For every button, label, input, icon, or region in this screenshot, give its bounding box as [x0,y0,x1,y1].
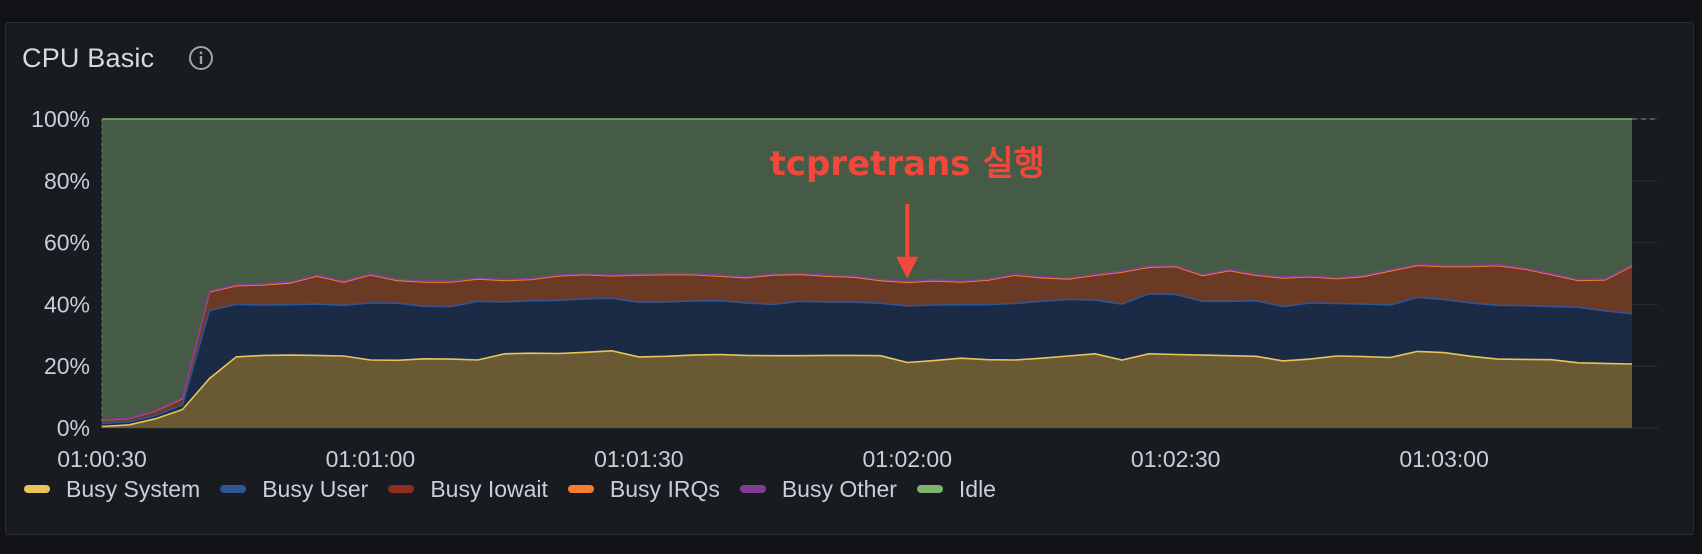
legend-label: Busy System [66,475,201,502]
series-area-busy-iowait [102,265,1632,424]
legend-swatch [916,485,943,493]
chart-legend: Busy System Busy User Busy Iowait Busy IRQs… [24,474,1016,504]
series-area-busy-system [102,350,1632,428]
y-tick-label: 20% [44,353,90,379]
legend-item-idle[interactable]: Idle [916,475,996,503]
y-tick-label: 80% [44,168,90,194]
series-line-busy-user [101,293,1633,425]
legend-swatch [388,485,415,493]
legend-swatch [24,485,50,493]
legend-item-busy-other[interactable]: Busy Other [739,475,897,503]
chart-axes: 0% 20% 40% 60% 80% 100% 01:00:30 01:01:00 01:01:… [31,106,1489,472]
panel-title: CPU Basic [22,42,155,73]
series-line-busy-irqs [101,264,1633,421]
y-tick-label: 100% [31,106,90,132]
legend-label: Busy User [262,475,369,502]
panel-header: CPU Basic [22,41,214,75]
x-tick-label: 01:01:30 [594,446,684,472]
series-line-busy-other [101,263,1633,421]
annotation-label: tcpretrans 실행 [770,144,1045,184]
legend-label: Idle [958,475,996,502]
legend-swatch [567,485,594,493]
legend-label: Busy Other [781,475,897,502]
series-area-busy-user [102,293,1632,427]
chart-annotations: tcpretrans 실행 [770,144,1045,279]
y-tick-label: 40% [44,291,90,317]
chart-areas [102,119,1632,428]
legend-label: Busy Iowait [430,475,548,502]
legend-label: Busy IRQs [609,475,720,502]
legend-swatch [739,485,766,493]
x-tick-label: 01:02:00 [862,446,952,472]
chart-series-lines [101,118,1658,428]
legend-item-busy-system[interactable]: Busy System [24,476,200,503]
legend-swatch [220,485,247,493]
series-area-idle [102,119,1632,420]
x-tick-label: 01:02:30 [1131,446,1221,472]
annotation-arrow-head [896,256,919,279]
y-tick-label: 60% [44,230,90,256]
x-tick-label: 01:01:00 [326,446,416,472]
x-tick-label: 01:00:30 [57,446,147,472]
x-tick-label: 01:03:00 [1399,446,1489,472]
legend-item-busy-iowait[interactable]: Busy Iowait [388,476,548,503]
legend-item-busy-irqs[interactable]: Busy IRQs [567,475,720,503]
info-circle-icon[interactable] [188,45,214,71]
y-tick-label: 0% [57,415,90,441]
series-line-busy-system [101,349,1633,428]
legend-item-busy-user[interactable]: Busy User [220,476,368,503]
